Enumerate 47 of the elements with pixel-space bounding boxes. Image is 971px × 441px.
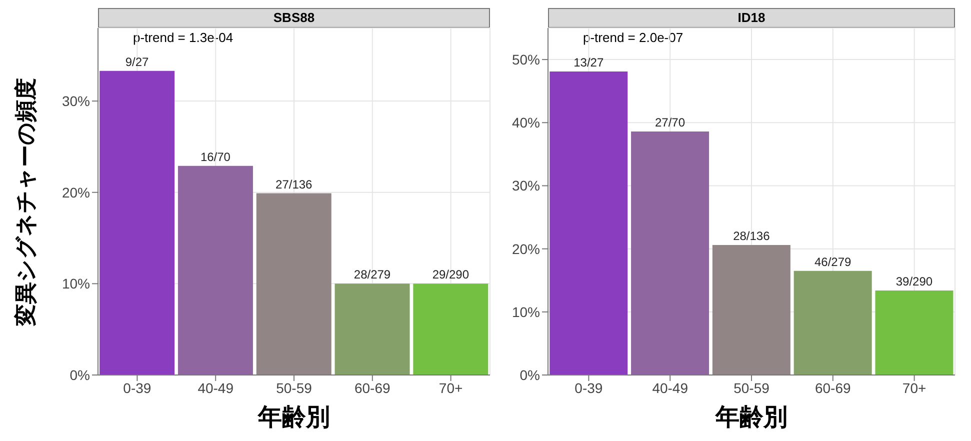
bar bbox=[875, 290, 954, 375]
x-tick-label: 40-49 bbox=[198, 380, 234, 396]
data-label: 28/136 bbox=[733, 229, 770, 244]
y-tick-label: 0% bbox=[70, 366, 90, 383]
bar bbox=[550, 72, 628, 375]
bar bbox=[631, 131, 710, 375]
chart-title: ID18 bbox=[548, 8, 955, 28]
data-label: 28/279 bbox=[354, 268, 391, 282]
data-label: 27/70 bbox=[655, 115, 686, 130]
y-tick-label: 20% bbox=[62, 184, 90, 200]
chart-title: SBS88 bbox=[98, 8, 490, 28]
y-tick-label: 30% bbox=[512, 178, 540, 194]
y-tick-label: 0% bbox=[520, 366, 540, 383]
y-tick-label: 10% bbox=[512, 304, 540, 320]
y-axis-title: 変異シグネチャーの頻度 bbox=[12, 76, 39, 328]
y-tick-label: 20% bbox=[512, 240, 540, 257]
x-tick-label: 50-59 bbox=[276, 380, 312, 396]
bar bbox=[100, 70, 175, 375]
bar bbox=[794, 270, 872, 375]
y-tick-label: 50% bbox=[512, 52, 540, 68]
annotation: p-trend = 2.0e-07 bbox=[583, 30, 684, 45]
x-tick-label: 0-39 bbox=[123, 380, 152, 396]
data-label: 13/27 bbox=[574, 56, 604, 70]
y-tick-label: 30% bbox=[62, 93, 90, 110]
x-tick-label: 70+ bbox=[902, 380, 926, 396]
x-tick-label: 0-39 bbox=[574, 380, 603, 396]
y-tick-label: 10% bbox=[62, 276, 90, 292]
bar bbox=[178, 166, 253, 375]
x-tick-label: 60-69 bbox=[814, 380, 852, 396]
x-tick-label: 40-49 bbox=[652, 380, 688, 396]
data-label: 29/290 bbox=[432, 268, 470, 282]
bar bbox=[334, 284, 410, 375]
x-tick-label: 50-59 bbox=[734, 380, 770, 396]
x-tick-label: 60-69 bbox=[354, 380, 391, 396]
data-label: 39/290 bbox=[896, 274, 933, 288]
data-label: 27/136 bbox=[276, 177, 313, 192]
annotation: p-trend = 1.3e-04 bbox=[133, 30, 234, 45]
data-label: 46/279 bbox=[814, 254, 852, 269]
data-label: 9/27 bbox=[125, 54, 150, 69]
x-axis-title: 年齢別 bbox=[714, 403, 788, 433]
data-label: 16/70 bbox=[200, 150, 231, 164]
bar bbox=[256, 193, 332, 375]
y-tick-label: 40% bbox=[512, 114, 540, 131]
bar bbox=[413, 284, 488, 375]
x-axis-title: 年齢別 bbox=[256, 403, 331, 433]
x-tick-label: 70+ bbox=[438, 380, 463, 396]
bar bbox=[712, 245, 790, 375]
